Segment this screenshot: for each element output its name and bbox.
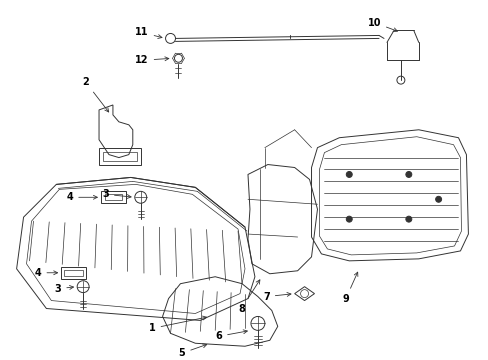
Text: 6: 6 — [215, 330, 247, 341]
Circle shape — [346, 171, 351, 177]
Text: 10: 10 — [367, 18, 397, 32]
Circle shape — [405, 171, 411, 177]
Text: 9: 9 — [342, 272, 357, 303]
Text: 7: 7 — [263, 292, 290, 302]
Text: 8: 8 — [238, 280, 259, 314]
Text: 12: 12 — [135, 55, 168, 65]
Text: 11: 11 — [135, 27, 162, 39]
Text: 3: 3 — [55, 284, 73, 294]
Text: 1: 1 — [148, 316, 206, 333]
Circle shape — [346, 216, 351, 222]
Text: 4: 4 — [35, 268, 58, 278]
Circle shape — [435, 196, 441, 202]
Text: 3: 3 — [102, 189, 131, 199]
Text: 5: 5 — [178, 344, 206, 358]
Text: 4: 4 — [66, 192, 97, 202]
Circle shape — [405, 216, 411, 222]
Text: 2: 2 — [82, 77, 108, 112]
